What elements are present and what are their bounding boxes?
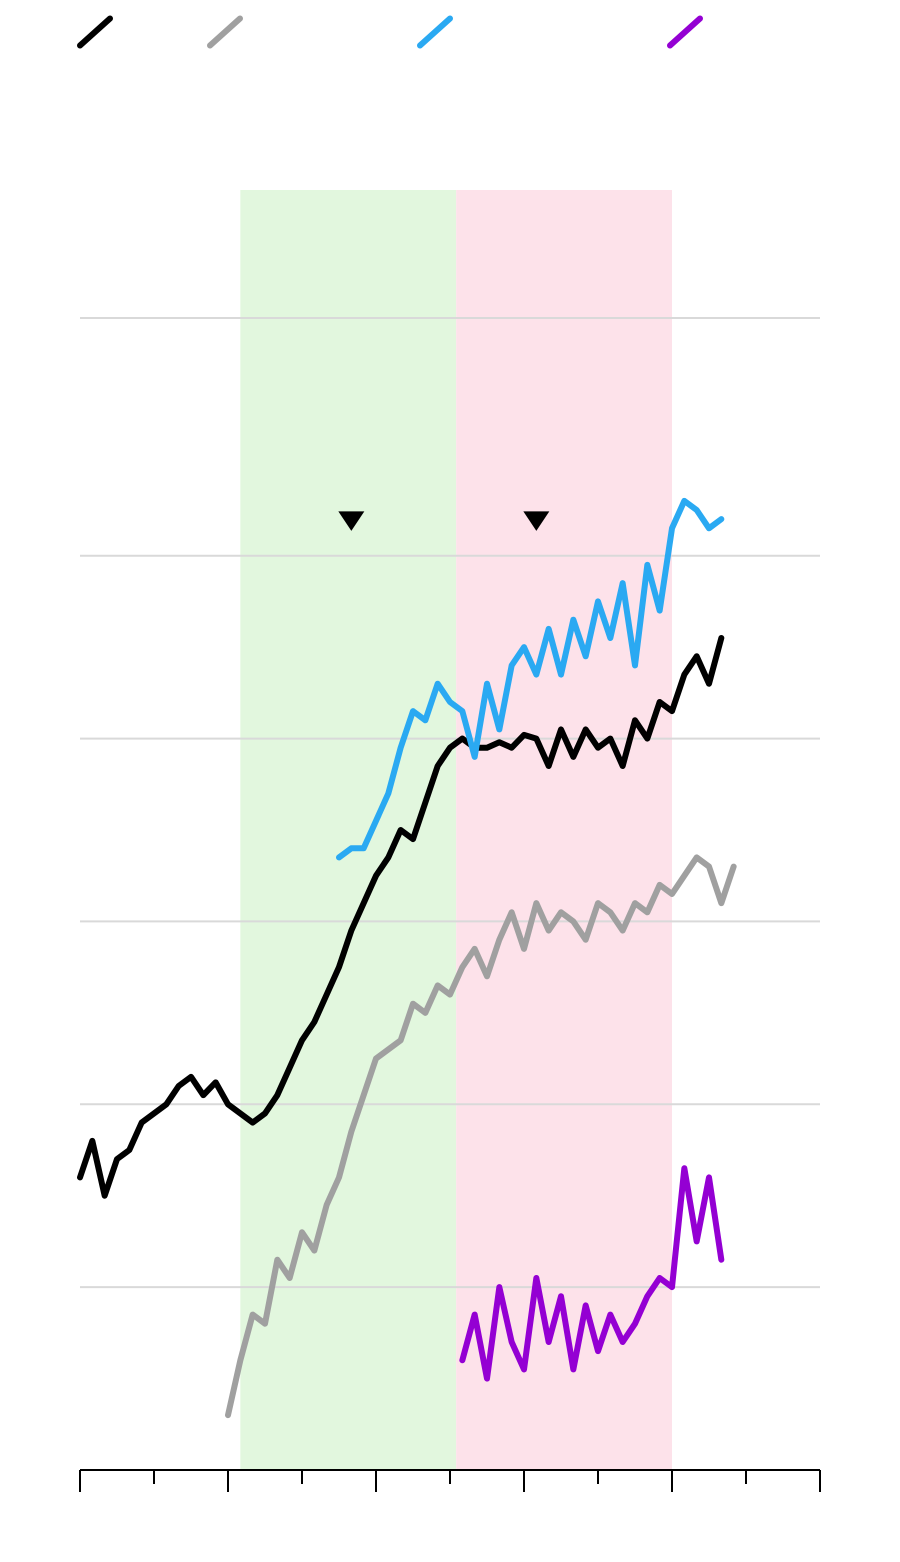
- legend-swatch: [80, 19, 110, 46]
- legend-swatch: [420, 19, 450, 46]
- legend-swatch: [670, 19, 700, 46]
- line-chart: [0, 0, 900, 1562]
- legend-swatch: [210, 19, 240, 46]
- chart-band: [456, 190, 672, 1470]
